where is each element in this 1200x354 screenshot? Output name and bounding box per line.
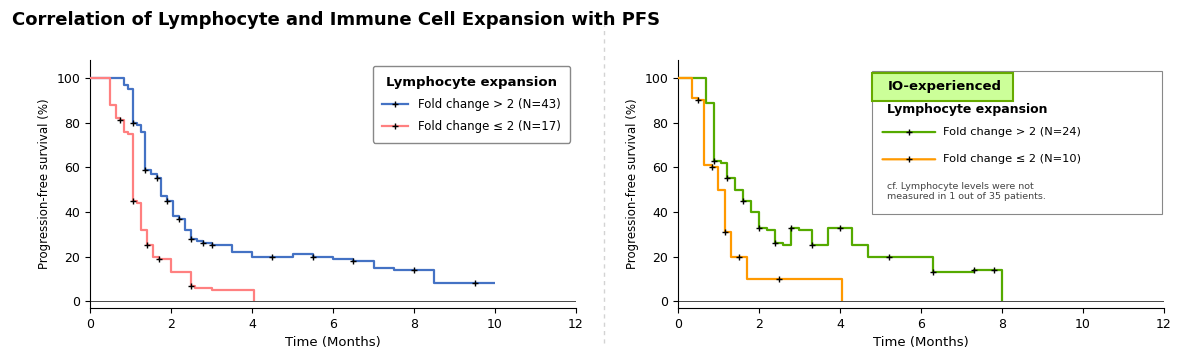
- Y-axis label: Progression-free survival (%): Progression-free survival (%): [626, 99, 638, 269]
- Text: Lymphocyte expansion: Lymphocyte expansion: [887, 103, 1048, 116]
- Text: cf. Lymphocyte levels were not
measured in 1 out of 35 patients.: cf. Lymphocyte levels were not measured …: [887, 182, 1046, 201]
- Text: Fold change ≤ 2 (N=10): Fold change ≤ 2 (N=10): [943, 154, 1081, 164]
- X-axis label: Time (Months): Time (Months): [874, 336, 968, 349]
- Text: Correlation of Lymphocyte and Immune Cell Expansion with PFS: Correlation of Lymphocyte and Immune Cel…: [12, 11, 660, 29]
- FancyBboxPatch shape: [872, 73, 1013, 101]
- Y-axis label: Progression-free survival (%): Progression-free survival (%): [38, 99, 50, 269]
- X-axis label: Time (Months): Time (Months): [286, 336, 380, 349]
- FancyBboxPatch shape: [872, 72, 1162, 214]
- Text: Fold change > 2 (N=24): Fold change > 2 (N=24): [943, 127, 1081, 137]
- Legend: Fold change > 2 (N=43), Fold change ≤ 2 (N=17): Fold change > 2 (N=43), Fold change ≤ 2 …: [373, 66, 570, 143]
- Text: IO-experienced: IO-experienced: [887, 80, 1001, 93]
